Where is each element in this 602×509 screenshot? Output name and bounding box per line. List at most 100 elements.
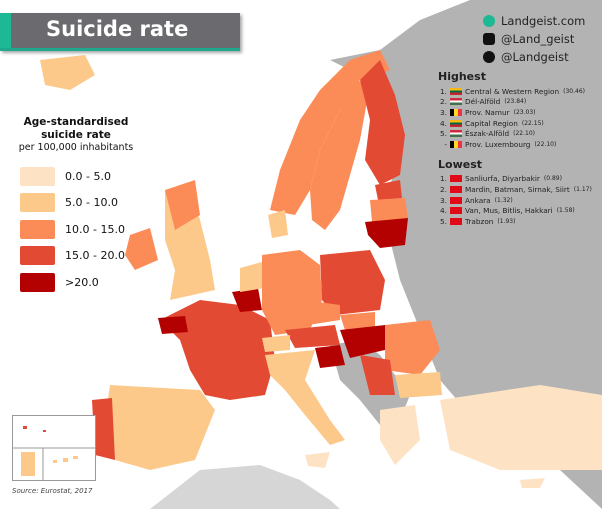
ranking-item: 2. Dél-Alföld (23.84) bbox=[438, 97, 592, 108]
region-name: Trabzon bbox=[465, 216, 494, 226]
ranking-item: - Prov. Luxembourg (22.10) bbox=[438, 139, 592, 150]
rank-number: 1. bbox=[440, 86, 447, 96]
ranking-item: 4. Van, Mus, Bitlis, Hakkari (1.58) bbox=[438, 205, 592, 216]
legend-label: 10.0 - 15.0 bbox=[65, 222, 125, 236]
france bbox=[160, 300, 275, 400]
website-link[interactable]: Landgeist.com bbox=[483, 12, 585, 30]
legend-title-1: Age-standardised bbox=[23, 116, 129, 128]
rank-number: - bbox=[444, 139, 447, 149]
region-value: (1.17) bbox=[573, 185, 592, 193]
sweden bbox=[310, 80, 370, 230]
region-name: Dél-Alföld bbox=[465, 97, 501, 107]
latvia bbox=[370, 198, 408, 222]
brittany bbox=[158, 316, 188, 334]
legend-item: 10.0 - 15.0 bbox=[20, 216, 146, 243]
ranking-item: 2. Mardin, Batman, Sirnak, Siirt (1.17) bbox=[438, 184, 592, 195]
rank-number: 3. bbox=[440, 195, 447, 205]
legend-title-2: suicide rate bbox=[41, 129, 111, 141]
twitter-icon bbox=[483, 51, 495, 63]
legend-subtitle: per 100,000 inhabitants bbox=[18, 142, 134, 153]
ranking-item: 5. Észak-Alföld (22.10) bbox=[438, 128, 592, 139]
legend-label: >20.0 bbox=[65, 275, 99, 289]
region-name: Ankara bbox=[465, 195, 491, 205]
region-name: Mardin, Batman, Sirnak, Siirt bbox=[465, 184, 570, 194]
czechia bbox=[305, 300, 340, 325]
legend-item: >20.0 bbox=[20, 269, 146, 296]
social-links: Landgeist.com @Land_geist @Landgeist bbox=[483, 12, 585, 66]
region-name: Sanliurfa, Diyarbakir bbox=[465, 174, 540, 184]
legend-swatch bbox=[20, 219, 55, 239]
region-name: Capital Region bbox=[465, 118, 518, 128]
instagram-link[interactable]: @Land_geist bbox=[483, 30, 585, 48]
belgium-flag-icon bbox=[450, 108, 462, 116]
lowest-heading: Lowest bbox=[438, 157, 482, 171]
denmark bbox=[268, 210, 288, 238]
turkey-flag-icon bbox=[450, 185, 462, 193]
ireland bbox=[125, 228, 158, 270]
region-name: Észak-Alföld bbox=[465, 129, 510, 139]
rank-number: 2. bbox=[440, 184, 447, 194]
russia-region bbox=[330, 0, 602, 509]
region-value: (1.58) bbox=[556, 207, 575, 215]
italy bbox=[265, 350, 345, 445]
portugal bbox=[92, 398, 115, 460]
lithuania bbox=[365, 218, 408, 248]
legend-item: 15.0 - 20.0 bbox=[20, 243, 146, 270]
rank-number: 5. bbox=[440, 129, 447, 139]
region-value: (22.10) bbox=[534, 140, 557, 148]
region-name: Prov. Luxembourg bbox=[465, 139, 531, 149]
belgium-flag-icon bbox=[450, 140, 462, 148]
turkey-flag-icon bbox=[450, 196, 462, 204]
ranking-item: 1. Central & Western Region (30.46) bbox=[438, 86, 592, 97]
legend-label: 5.0 - 10.0 bbox=[65, 196, 118, 210]
legend: Age-standardised suicide rate per 100,00… bbox=[6, 116, 146, 296]
inset-map bbox=[13, 426, 95, 480]
ranking-item: 3. Prov. Namur (23.03) bbox=[438, 107, 592, 118]
region-value: (1.32) bbox=[494, 196, 513, 204]
austria bbox=[285, 325, 340, 348]
instagram-handle: @Land_geist bbox=[501, 32, 575, 46]
turkey-flag-icon bbox=[450, 175, 462, 183]
slovenia-croatia bbox=[315, 345, 345, 368]
region-value: (23.84) bbox=[504, 98, 527, 106]
ranking-item: 3. Ankara (1.32) bbox=[438, 195, 592, 206]
title-banner: Suicide rate bbox=[0, 13, 240, 51]
turkey bbox=[440, 385, 602, 470]
region-name: Prov. Namur bbox=[465, 107, 510, 117]
legend-label: 0.0 - 5.0 bbox=[65, 169, 111, 183]
canary-islands-inset bbox=[12, 415, 96, 481]
rank-number: 4. bbox=[440, 206, 447, 216]
region-value: (1.93) bbox=[497, 217, 516, 225]
bulgaria bbox=[395, 372, 442, 398]
estonia bbox=[375, 180, 402, 200]
netherlands bbox=[240, 262, 265, 292]
legend-swatch bbox=[20, 193, 55, 213]
hungary bbox=[340, 325, 385, 358]
region-value: (22.10) bbox=[513, 130, 535, 138]
legend-swatch bbox=[20, 246, 55, 266]
scotland bbox=[165, 180, 200, 230]
legend-swatch bbox=[20, 166, 55, 186]
rank-number: 2. bbox=[440, 97, 447, 107]
greece bbox=[380, 405, 420, 465]
twitter-link[interactable]: @Landgeist bbox=[483, 48, 585, 66]
spain bbox=[105, 385, 215, 470]
twitter-handle: @Landgeist bbox=[501, 50, 569, 64]
website-text: Landgeist.com bbox=[501, 14, 586, 28]
highest-heading: Highest bbox=[438, 70, 486, 83]
legend-item: 5.0 - 10.0 bbox=[20, 190, 146, 217]
ranking-item: 5. Trabzon (1.93) bbox=[438, 216, 592, 227]
hungary-flag-icon bbox=[450, 130, 462, 138]
region-name: Van, Mus, Bitlis, Hakkari bbox=[465, 206, 553, 216]
cyprus bbox=[520, 478, 545, 488]
title-accent-bar bbox=[0, 13, 11, 48]
north-africa bbox=[150, 465, 340, 509]
source-note: Source: Eurostat, 2017 bbox=[12, 487, 93, 495]
region-value: (0.89) bbox=[543, 175, 562, 183]
turkey-flag-icon bbox=[450, 207, 462, 215]
switzerland bbox=[262, 335, 290, 352]
page-title: Suicide rate bbox=[46, 17, 189, 41]
legend-item: 0.0 - 5.0 bbox=[20, 163, 146, 190]
